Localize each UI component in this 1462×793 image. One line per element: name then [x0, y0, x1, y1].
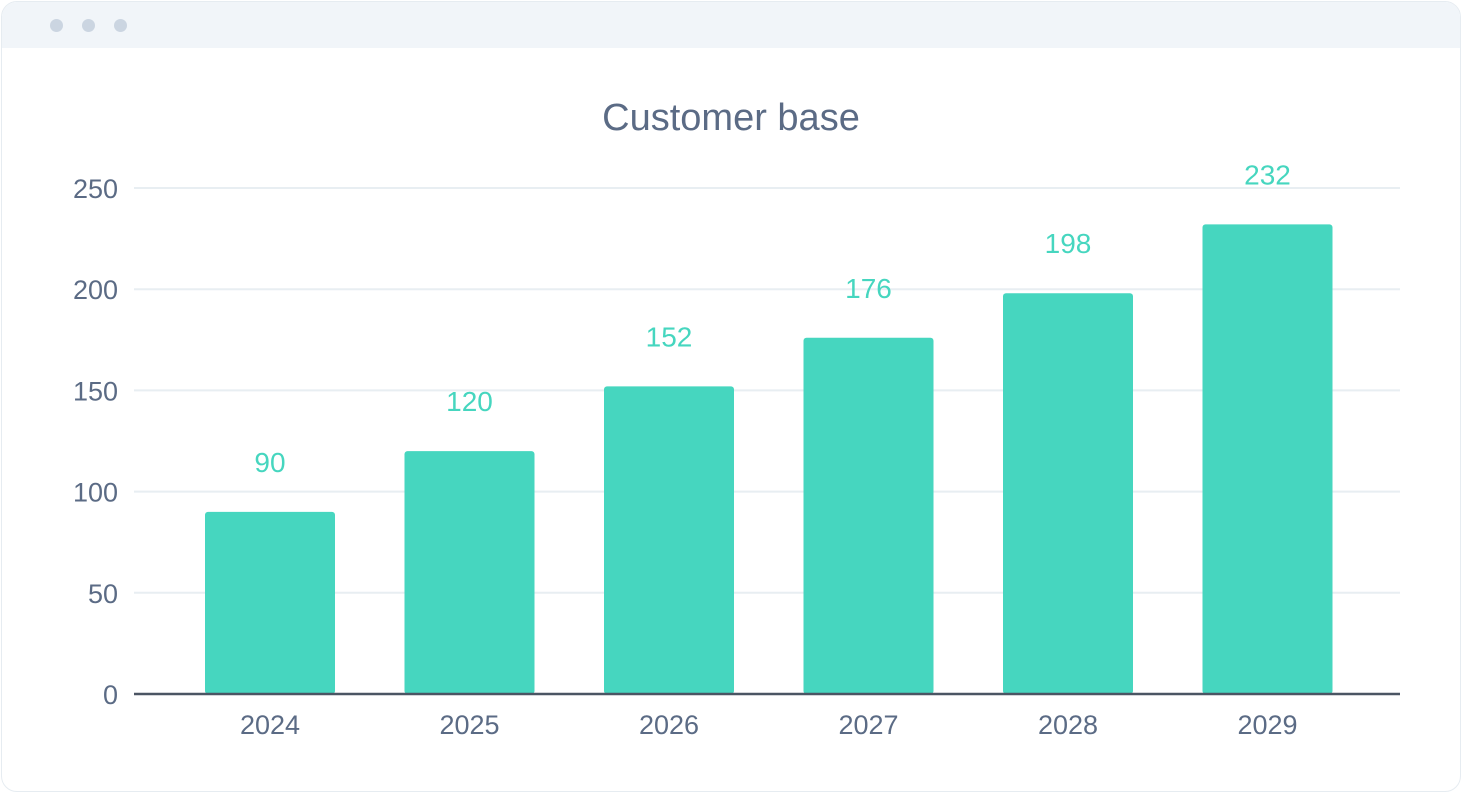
bar [803, 337, 934, 694]
x-tick-label: 2028 [1038, 710, 1098, 740]
x-tick-label: 2025 [439, 710, 499, 740]
data-label: 176 [845, 273, 892, 304]
y-tick-label: 150 [73, 376, 118, 406]
x-tick-label: 2024 [240, 710, 300, 740]
labels: 0 50 100 150 200 250 90 2024 120 2025 152 2026 176 20… [73, 159, 1298, 740]
y-tick-label: 200 [73, 275, 118, 305]
bar [1202, 224, 1333, 694]
data-label: 232 [1244, 159, 1291, 190]
x-tick-label: 2027 [838, 710, 898, 740]
chart-title: Customer base [602, 97, 860, 139]
data-label: 152 [646, 321, 693, 352]
data-label: 90 [254, 447, 285, 478]
bar [604, 386, 734, 694]
window-dot [82, 19, 95, 32]
data-label: 198 [1045, 228, 1092, 259]
bar [404, 451, 535, 694]
y-tick-label: 100 [73, 478, 118, 508]
window-titlebar [2, 2, 1460, 48]
window-dot [50, 19, 63, 32]
bar [205, 511, 335, 694]
y-tick-label: 50 [88, 579, 118, 609]
y-tick-label: 250 [73, 174, 118, 204]
window-dot [114, 19, 127, 32]
bar [1003, 293, 1133, 694]
bars [205, 224, 1333, 694]
grid-lines [134, 187, 1400, 594]
x-tick-label: 2029 [1237, 710, 1297, 740]
y-tick-label: 0 [103, 680, 118, 710]
x-tick-label: 2026 [639, 710, 699, 740]
data-label: 120 [446, 386, 493, 417]
